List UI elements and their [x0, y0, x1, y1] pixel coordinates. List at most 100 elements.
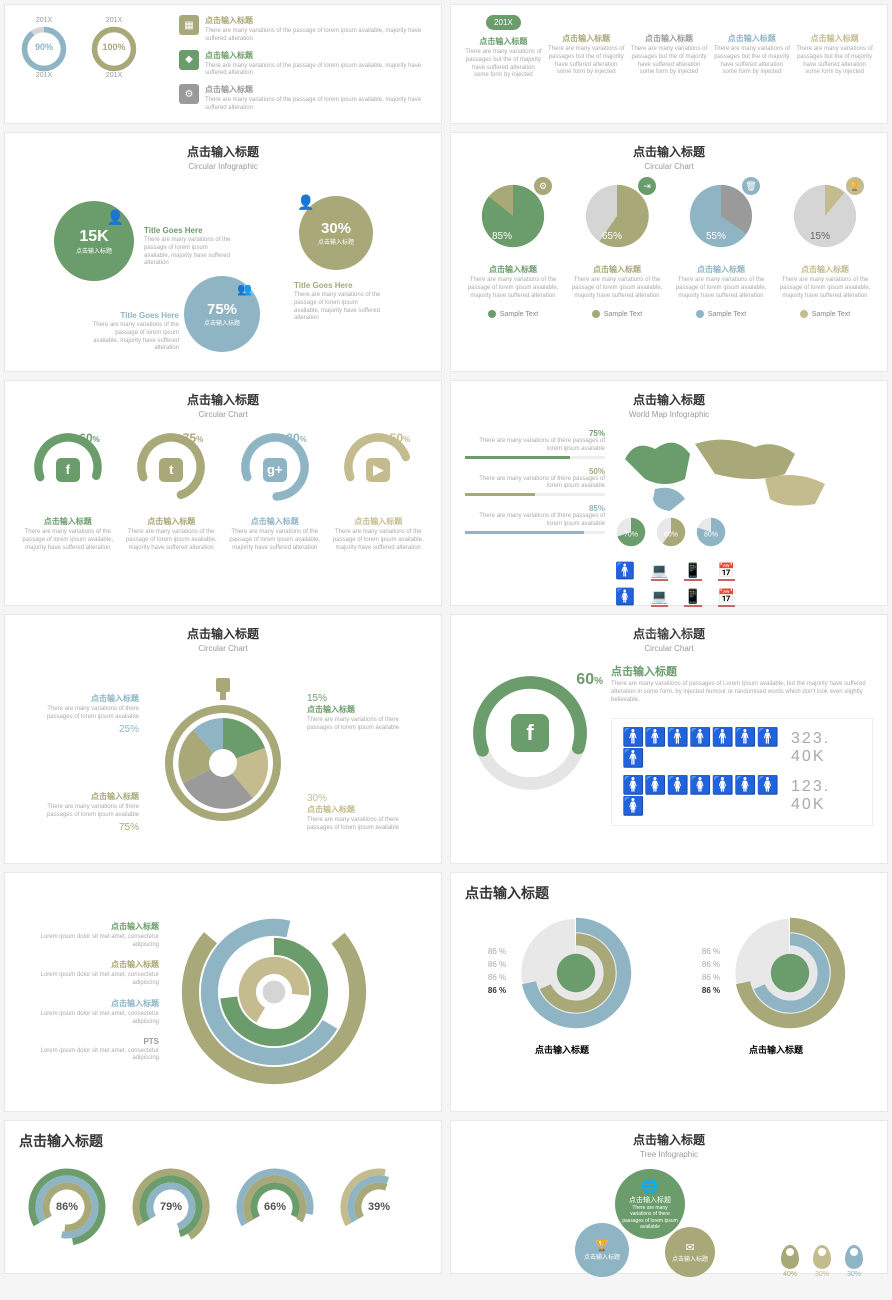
card-tree: 点击输入标题 Tree Infographic 🌐点击输入标题There are…	[450, 1120, 888, 1274]
laptop-icon: 💻	[651, 588, 668, 607]
pie-col: ⚙85% 点击输入标题There are many variations of …	[465, 181, 561, 318]
trophy-icon: 🏆	[595, 1239, 609, 1252]
person-icon: 🚺	[667, 775, 689, 795]
facebook-icon: f	[511, 714, 549, 752]
card-facebook-arc: 点击输入标题 Circular Chart 588ku.com f 60% 点击…	[450, 614, 888, 864]
progress-item: 50%There are many variations of there pa…	[465, 467, 605, 497]
list-item: ▦点击输入标题There are many variations of the …	[179, 15, 427, 44]
calendar-icon: 📅	[718, 588, 735, 607]
g-icon: g+	[263, 458, 287, 482]
tag-icon: ◆	[179, 50, 199, 70]
person-icon: 🚹	[757, 727, 779, 747]
pie-col: ⇥65% 点击输入标题There are many variations of …	[569, 181, 665, 318]
progress-item: 85%There are many variations of there pa…	[465, 504, 605, 534]
tree-node: 🌐点击输入标题There are many variations of ther…	[615, 1169, 685, 1239]
year-button[interactable]: 201X	[486, 15, 521, 30]
multi-arc: 66%	[233, 1165, 317, 1249]
pin-icon: 40%	[781, 1245, 799, 1269]
list-item: ⚙点击输入标题There are many variations of the …	[179, 84, 427, 113]
card-concentric: 点击输入标题Lorem ipsum dolor sit met amet, co…	[4, 872, 442, 1112]
card-five-cols: 201X点击输入标题There are many variations of p…	[450, 4, 888, 124]
card-four-pies: 点击输入标题 Circular Chart ⚙85% 点击输入标题There a…	[450, 132, 888, 372]
mini-pie: 60%	[655, 516, 687, 553]
list-item: 点击输入标题Lorem ipsum dolor sit met amet, co…	[19, 998, 159, 1027]
person-icon: 🚹	[644, 727, 666, 747]
list-item: PTSLorem ipsum dolor sit met amet, conse…	[19, 1037, 159, 1064]
laptop-icon: 💻	[651, 562, 668, 581]
person-icon: 🚹	[734, 727, 756, 747]
user-icon: 👤	[297, 194, 314, 211]
radial-1: 86 %86 %86 %86 % 点击输入标题	[488, 913, 636, 1058]
card-bubbles: 点击输入标题 Circular Infographic 👤15K点击输入标题 T…	[4, 132, 442, 372]
f-icon: f	[56, 458, 80, 482]
phone-icon: 📱	[684, 588, 701, 607]
bubble-75: 👥75%点击输入标题	[184, 276, 260, 352]
card-stopwatch: 点击输入标题 Circular Chart IC 千库网 点击输入标题There…	[4, 614, 442, 864]
gear-icon: ⚙	[179, 84, 199, 104]
person-icon: 🚹	[615, 561, 635, 581]
person-icon: 🚹	[667, 727, 689, 747]
person-icon: 🚺	[757, 775, 779, 795]
list-item: 点击输入标题Lorem ipsum dolor sit met amet, co…	[19, 959, 159, 988]
social-arc: f 60% 点击输入标题 There are many variations o…	[19, 429, 117, 552]
person-icon: 🚹	[622, 727, 644, 747]
card-donuts-top: 201X 90% 201X 201X 100% 201X ▦点击输入标题Ther…	[4, 4, 442, 124]
globe-icon: 🌐	[641, 1178, 658, 1195]
card-worldmap: 点击输入标题 World Map Infographic 75%There ar…	[450, 380, 888, 606]
social-arc: g+ 80% 点击输入标题 There are many variations …	[226, 429, 324, 552]
card-dual-radial: 点击输入标题 86 %86 %86 %86 % 点击输入标题 86 %86 %8…	[450, 872, 888, 1112]
progress-item: 75%There are many variations of there pa…	[465, 429, 605, 459]
calendar-icon: ▦	[179, 15, 199, 35]
pct-label: 86 %	[702, 960, 720, 969]
person-icon: 🚺	[615, 587, 635, 607]
pct-label: 86 %	[702, 947, 720, 956]
pie-col: 🏆15% 点击输入标题There are many variations of …	[777, 181, 873, 318]
social-arc: ▶ 50% 点击输入标题 There are many variations o…	[330, 429, 428, 552]
social-arc: t 75% 点击输入标题 There are many variations o…	[123, 429, 221, 552]
bubble-30: 👤30%点击输入标题	[299, 196, 373, 270]
pct-label: 86 %	[488, 960, 506, 969]
y-icon: ▶	[366, 458, 390, 482]
pct-label: 86 %	[702, 973, 720, 982]
person-icon: 🚺	[734, 775, 756, 795]
mini-pie: 70%	[615, 516, 647, 553]
list-item: 点击输入标题Lorem ipsum dolor sit met amet, co…	[19, 921, 159, 950]
pct-label: 86 %	[488, 986, 506, 995]
gear-icon: ⚙	[534, 177, 552, 195]
tree-node: ✉点击输入标题	[665, 1227, 715, 1277]
person-icon: 🚹	[622, 748, 644, 768]
person-icon: 🚺	[622, 775, 644, 795]
pct-label: 86 %	[702, 986, 720, 995]
donut-1: 201X 90% 201X	[19, 15, 69, 79]
list-item: ◆点击输入标题There are many variations of the …	[179, 50, 427, 79]
multi-arc: 86%	[25, 1165, 109, 1249]
user-icon: 👤	[107, 209, 124, 226]
person-icon: 🚺	[689, 775, 711, 795]
pie-col: 🗑55% 点击输入标题There are many variations of …	[673, 181, 769, 318]
t-icon: t	[159, 458, 183, 482]
world-map-icon	[615, 429, 835, 519]
person-icon: 🚺	[622, 796, 644, 816]
tree-node: 🏆点击输入标题	[575, 1223, 629, 1277]
stopwatch-chart	[158, 678, 288, 828]
person-icon: 🚹	[689, 727, 711, 747]
card-social-arcs: 点击输入标题 Circular Chart f 60% 点击输入标题 There…	[4, 380, 442, 606]
person-icon: 🚹	[712, 727, 734, 747]
login-icon: ⇥	[638, 177, 656, 195]
multi-arc: 79%	[129, 1165, 213, 1249]
multi-arc: 39%	[337, 1165, 421, 1249]
calendar-icon: 📅	[718, 562, 735, 581]
pin-icon: 30%	[813, 1245, 831, 1269]
donut-2: 201X 100% 201X	[89, 15, 139, 79]
person-icon: 🚺	[712, 775, 734, 795]
person-icon: 🚺	[644, 775, 666, 795]
phone-icon: 📱	[684, 562, 701, 581]
pct-label: 86 %	[488, 947, 506, 956]
pct-label: 86 %	[488, 973, 506, 982]
bubble-15k: 👤15K点击输入标题	[54, 201, 134, 281]
mini-pie: 80%	[695, 516, 727, 553]
mail-icon: ✉	[685, 1241, 694, 1254]
trash-icon: 🗑	[742, 177, 760, 195]
users-icon: 👥	[237, 282, 252, 296]
card-four-multiarcs: 点击输入标题 86% 79% 66% 39%	[4, 1120, 442, 1274]
